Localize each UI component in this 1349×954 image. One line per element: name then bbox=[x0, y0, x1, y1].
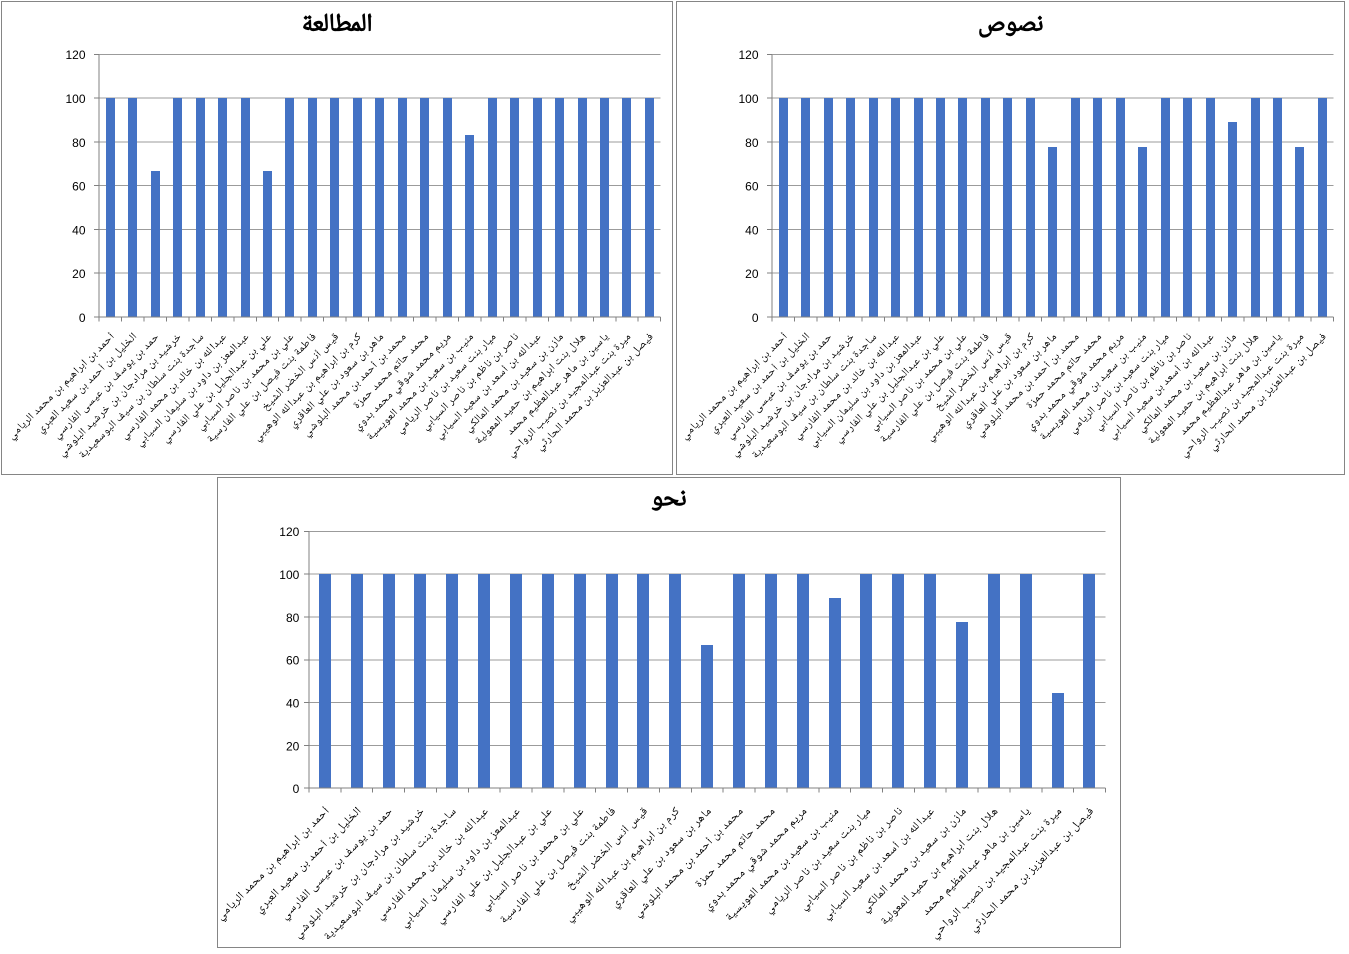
svg-text:80: 80 bbox=[286, 611, 300, 625]
svg-text:0: 0 bbox=[79, 311, 86, 325]
svg-text:80: 80 bbox=[745, 136, 759, 150]
svg-text:20: 20 bbox=[72, 267, 86, 281]
svg-text:60: 60 bbox=[745, 180, 759, 194]
svg-text:20: 20 bbox=[286, 739, 300, 753]
svg-text:0: 0 bbox=[293, 782, 300, 796]
svg-text:0: 0 bbox=[752, 311, 759, 325]
svg-text:40: 40 bbox=[745, 223, 759, 237]
svg-text:60: 60 bbox=[72, 180, 86, 194]
svg-text:40: 40 bbox=[286, 697, 300, 711]
svg-text:100: 100 bbox=[279, 568, 299, 582]
svg-text:100: 100 bbox=[65, 92, 85, 106]
svg-text:120: 120 bbox=[65, 48, 85, 62]
svg-text:40: 40 bbox=[72, 223, 86, 237]
svg-text:20: 20 bbox=[745, 267, 759, 281]
svg-text:120: 120 bbox=[738, 48, 758, 62]
svg-text:80: 80 bbox=[72, 136, 86, 150]
svg-text:120: 120 bbox=[279, 525, 299, 539]
svg-text:100: 100 bbox=[738, 92, 758, 106]
svg-text:60: 60 bbox=[286, 654, 300, 668]
